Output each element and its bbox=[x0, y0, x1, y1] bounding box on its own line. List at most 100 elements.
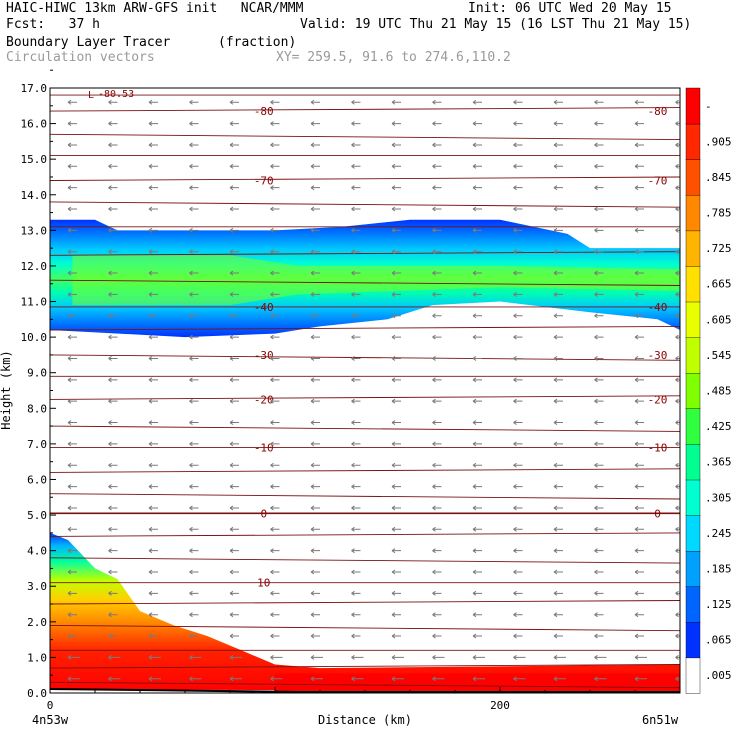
colorbar-label: .905 bbox=[705, 135, 732, 148]
vector-arrow bbox=[391, 612, 401, 618]
contour-line bbox=[50, 201, 680, 208]
vector-arrow bbox=[634, 377, 644, 383]
contour-line bbox=[50, 354, 680, 361]
vector-arrow bbox=[553, 121, 563, 127]
vector-arrow bbox=[675, 249, 680, 255]
vector-arrow bbox=[189, 398, 199, 404]
contour-line bbox=[50, 133, 680, 141]
vector-arrow bbox=[310, 142, 320, 148]
vector-arrow bbox=[594, 377, 604, 383]
vector-arrow bbox=[270, 270, 280, 276]
vector-arrow bbox=[675, 270, 680, 276]
vector-arrow bbox=[391, 505, 401, 511]
vector-arrow bbox=[513, 398, 523, 404]
vector-arrow bbox=[270, 569, 280, 575]
vector-arrow bbox=[310, 633, 320, 639]
vector-arrow bbox=[432, 291, 442, 297]
vector-arrow bbox=[229, 356, 239, 361]
vector-arrow bbox=[472, 462, 482, 468]
vector-arrow bbox=[351, 206, 361, 212]
vector-arrow bbox=[553, 654, 566, 660]
vector-arrow bbox=[472, 142, 482, 148]
vector-arrow bbox=[189, 612, 199, 618]
vector-arrow bbox=[108, 334, 118, 340]
vector-arrow bbox=[351, 676, 364, 682]
colorbar-label: .185 bbox=[705, 562, 732, 575]
vector-arrow bbox=[675, 548, 680, 554]
vector-arrow bbox=[270, 121, 280, 127]
vector-arrow bbox=[229, 633, 239, 639]
vector-arrow bbox=[675, 398, 680, 404]
y-axis: 0.0 1.0 2.0 3.0 4.0 5.0 6.0 7.0 8.0 9.0 10.0 11.0 12… bbox=[21, 69, 56, 700]
vector-arrow bbox=[189, 654, 202, 660]
vector-arrow bbox=[148, 676, 161, 682]
vector-arrow bbox=[108, 121, 118, 127]
vector-arrow bbox=[513, 270, 523, 276]
vector-arrow bbox=[594, 505, 604, 511]
colorbar-swatch bbox=[685, 479, 701, 516]
vector-arrow bbox=[391, 313, 401, 319]
y-tick-label: 14.0 bbox=[21, 189, 48, 202]
vector-arrow bbox=[148, 505, 158, 511]
colorbar-label: .365 bbox=[705, 456, 732, 469]
vector-arrow bbox=[148, 356, 158, 361]
vector-arrow bbox=[270, 462, 280, 468]
vector-arrow bbox=[67, 654, 80, 660]
vector-arrow bbox=[634, 505, 644, 511]
vector-arrow bbox=[594, 633, 604, 639]
x-start-label: 4n53w bbox=[32, 713, 69, 727]
vector-arrow bbox=[594, 142, 604, 148]
contour-label: -30 bbox=[254, 349, 274, 362]
y-tick-label: 8.0 bbox=[27, 402, 47, 415]
vector-arrow bbox=[108, 441, 118, 447]
vector-arrow bbox=[513, 334, 523, 340]
vector-arrow bbox=[594, 548, 604, 554]
max-annotation: -80.53 bbox=[98, 89, 134, 100]
vector-arrow bbox=[189, 99, 199, 105]
vector-arrow bbox=[67, 185, 77, 191]
vector-arrow bbox=[553, 484, 563, 490]
vector-arrow bbox=[594, 590, 604, 596]
vector-arrow bbox=[594, 313, 604, 319]
contour-label: -70 bbox=[648, 175, 668, 188]
vector-arrow bbox=[148, 163, 158, 169]
y-tick-label: 0.0 bbox=[27, 687, 47, 700]
vector-arrow bbox=[391, 590, 401, 596]
vector-arrow bbox=[594, 526, 604, 532]
vector-arrow bbox=[351, 291, 361, 297]
vector-arrow bbox=[675, 654, 680, 660]
contour-line bbox=[50, 624, 680, 632]
vector-arrow bbox=[513, 612, 523, 618]
upper-tracer-core bbox=[72, 255, 680, 306]
vector-arrow bbox=[432, 398, 442, 404]
vector-arrow bbox=[108, 356, 118, 361]
vector-arrow bbox=[432, 654, 445, 660]
vector-arrow bbox=[270, 505, 280, 511]
vector-arrow bbox=[229, 206, 239, 212]
contour-line bbox=[50, 681, 680, 689]
vector-arrow bbox=[675, 334, 680, 340]
vector-arrow bbox=[148, 590, 158, 596]
vector-arrow bbox=[67, 462, 77, 468]
vector-arrow bbox=[189, 185, 199, 191]
contour-label: -80 bbox=[254, 105, 274, 118]
vector-arrow bbox=[432, 313, 442, 319]
vector-arrow bbox=[229, 612, 239, 618]
vector-arrow bbox=[67, 334, 77, 340]
vector-arrow bbox=[148, 526, 158, 532]
vector-arrow bbox=[513, 526, 523, 532]
forecast-hour: Fcst: 37 h bbox=[6, 17, 100, 32]
vector-arrow bbox=[189, 633, 199, 639]
vector-arrow bbox=[553, 548, 563, 554]
contour-line bbox=[50, 395, 680, 400]
vector-arrow bbox=[432, 633, 442, 639]
vector-arrow bbox=[594, 206, 604, 212]
vector-arrow bbox=[310, 99, 320, 105]
vector-arrow bbox=[351, 590, 361, 596]
vector-arrow bbox=[594, 612, 604, 618]
vector-arrow bbox=[472, 121, 482, 127]
vector-arrow bbox=[67, 206, 77, 212]
vector-arrow bbox=[270, 676, 283, 682]
field-units: (fraction) bbox=[218, 35, 297, 50]
vector-arrow bbox=[432, 185, 442, 191]
